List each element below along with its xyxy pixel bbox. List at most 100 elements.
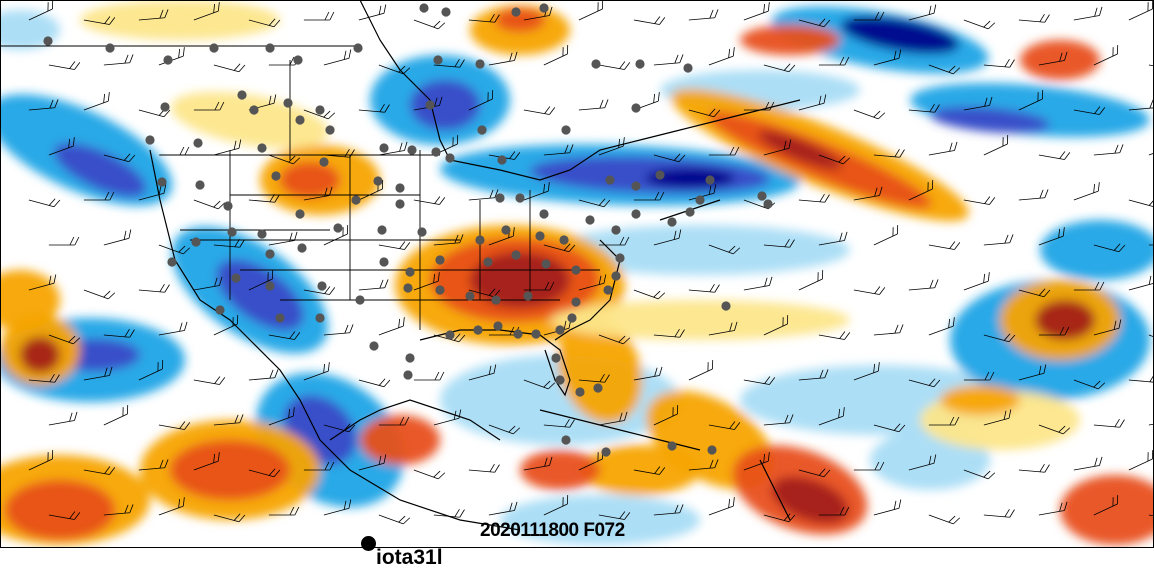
wind-barb-icon [1148, 334, 1154, 345]
wind-barb-icon [213, 238, 245, 248]
station-marker-icon [403, 283, 413, 293]
wind-barb-icon [798, 369, 829, 381]
station-marker-icon [601, 447, 611, 457]
wind-barb-icon [653, 229, 682, 246]
station-marker-icon [445, 153, 455, 163]
wind-barb-icon [1038, 151, 1071, 160]
wind-barb-icon [83, 466, 116, 475]
station-marker-icon [561, 125, 571, 135]
wind-barb-icon [303, 109, 336, 120]
wind-barb-icon [193, 101, 225, 111]
wind-barb-icon [598, 511, 631, 520]
wind-barb-icon [248, 270, 274, 291]
wind-barb-icon [578, 198, 611, 208]
wind-barb-icon [983, 234, 1014, 246]
wind-barb-icon [688, 360, 714, 381]
wind-barb-icon [488, 424, 521, 435]
wind-barb-icon [873, 499, 902, 516]
wind-barb-icon [928, 416, 960, 426]
station-marker-icon [631, 103, 641, 113]
station-markers [43, 3, 773, 457]
wind-barb-icon [413, 196, 446, 205]
wind-barb-icon [28, 99, 59, 111]
wind-barb-icon [598, 61, 631, 70]
wind-barb-icon [468, 13, 500, 23]
wind-barb-icon [818, 231, 848, 246]
wind-barb-icon [1128, 450, 1154, 471]
station-marker-icon [475, 59, 485, 69]
wind-barb-icon [543, 45, 569, 66]
wind-barb-icon [818, 506, 850, 516]
wind-barb-icon [138, 283, 170, 293]
wind-barb-icon [1018, 90, 1044, 111]
wind-barb-icon [763, 139, 792, 156]
wind-barb-icon [928, 317, 955, 336]
station-marker-icon [431, 147, 441, 157]
station-marker-icon [271, 171, 281, 181]
wind-barb-icon [158, 497, 185, 516]
wind-barb-icon [743, 276, 773, 291]
station-marker-icon [631, 181, 641, 191]
station-marker-icon [315, 313, 325, 323]
station-marker-icon [353, 43, 363, 53]
wind-barb-icon [158, 321, 188, 336]
wind-barb-icon [928, 64, 961, 75]
wind-barb-icon [103, 229, 132, 246]
station-marker-icon [283, 98, 293, 108]
wind-barb-icon [83, 366, 113, 381]
wind-barb-icon [358, 378, 391, 388]
wind-barb-icon [983, 409, 1012, 426]
station-marker-icon [593, 383, 603, 393]
wind-barb-icon [358, 454, 387, 471]
station-marker-icon [591, 59, 601, 69]
wind-barb-icon [653, 54, 684, 66]
station-marker-icon [477, 125, 487, 135]
wind-barb-icon [103, 54, 134, 66]
station-marker-icon [539, 3, 549, 13]
wind-barb-icon [103, 405, 129, 426]
station-marker-icon [497, 155, 507, 165]
wind-barb-icon [323, 148, 355, 158]
wind-barb-icon [103, 328, 135, 338]
station-marker-icon [551, 353, 561, 363]
station-marker-icon [539, 209, 549, 219]
wind-barb-icon [28, 0, 54, 21]
station-marker-icon [195, 180, 205, 190]
wind-barb-icon [543, 144, 574, 156]
wind-barb-icon [413, 371, 445, 381]
station-marker-icon [379, 143, 389, 153]
wind-barb-icon [963, 371, 995, 381]
wind-barb-icon [248, 369, 279, 381]
station-marker-icon [227, 227, 237, 237]
station-marker-icon [635, 59, 645, 69]
station-marker-icon [515, 193, 525, 203]
wind-barb-icon [523, 106, 556, 115]
wind-barb-icon [963, 272, 990, 291]
station-marker-icon [445, 330, 455, 340]
wind-barb-icon [378, 241, 411, 250]
station-marker-icon [425, 100, 435, 110]
station-marker-icon [237, 90, 247, 100]
wind-barb-icon [818, 331, 851, 340]
station-marker-icon [105, 43, 115, 53]
station-marker-icon [531, 329, 541, 339]
wind-barb-icon [633, 16, 666, 25]
wind-barb-icon [433, 508, 465, 518]
station-marker-icon [511, 250, 521, 260]
wind-barb-icon [653, 328, 685, 338]
station-marker-icon [231, 273, 241, 283]
station-marker-icon [475, 235, 485, 245]
wind-barb-icon [818, 56, 850, 66]
wind-barb-icon [1093, 144, 1124, 156]
wind-barb-icon [1093, 418, 1125, 428]
storm-marker-icon [361, 536, 376, 551]
wind-barb-icon [578, 99, 609, 111]
station-marker-icon [191, 237, 201, 247]
wind-barb-icon [853, 11, 885, 21]
station-marker-icon [403, 370, 413, 380]
station-marker-icon [707, 445, 717, 455]
wind-barb-icon [1128, 99, 1154, 111]
station-marker-icon [611, 271, 621, 281]
map-panel [0, 0, 1154, 548]
station-marker-icon [483, 257, 493, 267]
